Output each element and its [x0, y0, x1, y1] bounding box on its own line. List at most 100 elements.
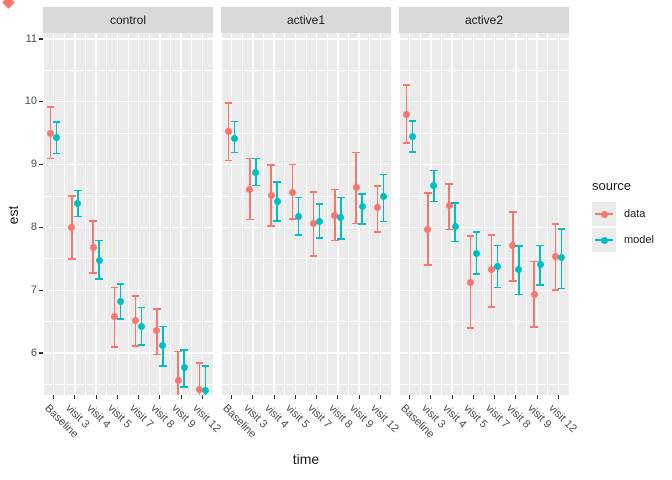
data-point [536, 261, 544, 269]
x-axis-title: time [292, 451, 320, 467]
x-tick-mark [316, 395, 318, 399]
error-bar-cap-bottom [515, 293, 523, 296]
x-tick-mark [180, 395, 182, 399]
data-point [89, 243, 97, 251]
gridline-x-major [201, 33, 204, 395]
gridline-x-major [116, 33, 119, 395]
error-bar-cap-bottom [466, 327, 475, 330]
error-bar-cap-top [445, 182, 453, 185]
error-bar-cap-bottom [116, 318, 125, 320]
data-point [174, 376, 182, 384]
data-point [472, 249, 480, 257]
error-bar-cap-bottom [230, 151, 239, 154]
error-bar-cap-bottom [536, 284, 544, 286]
error-bar-cap-top [536, 244, 544, 247]
error-bar-line [204, 365, 207, 395]
y-tick-label: 8 [30, 220, 37, 233]
error-bar-cap-bottom [509, 280, 517, 282]
data-point [403, 110, 411, 118]
error-bar-cap-bottom [68, 258, 76, 260]
gridline-x-minor [419, 33, 421, 395]
gridline-x-minor [241, 33, 243, 395]
data-point [294, 212, 302, 220]
data-point [68, 224, 76, 232]
data-point [195, 385, 203, 393]
data-point [316, 217, 324, 225]
gridline-x-major [273, 33, 275, 395]
data-point [488, 266, 496, 274]
gridline-x-major [408, 33, 411, 395]
y-tick-label: 9 [30, 158, 37, 171]
error-bar-cap-bottom [224, 159, 233, 162]
y-tick-mark [39, 164, 43, 166]
data-point [95, 256, 103, 264]
error-bar-cap-bottom [294, 234, 303, 237]
gridline-x-major [472, 33, 475, 395]
gridline-x-major [52, 33, 55, 395]
gridline-x-minor [369, 33, 371, 395]
error-bar-cap-bottom [445, 228, 453, 231]
data-point [252, 168, 260, 176]
y-tick-label: 10 [24, 95, 37, 108]
data-point [445, 202, 453, 210]
gridline-x-minor [504, 33, 506, 395]
error-bar-cap-bottom [315, 236, 324, 239]
error-bar-cap-top [337, 196, 345, 199]
data-point [138, 323, 146, 331]
error-bar-cap-bottom [95, 278, 103, 281]
x-tick-mark [74, 395, 76, 399]
data-point [288, 189, 296, 197]
corner-artifact [2, 0, 15, 9]
error-bar-cap-bottom [52, 152, 61, 155]
gridline-x-minor [305, 33, 307, 395]
data-point [430, 181, 438, 189]
data-point [451, 222, 459, 230]
legend-entry-label: data [624, 208, 646, 220]
x-tick-mark [515, 395, 517, 399]
error-bar-cap-top [451, 202, 459, 205]
error-bar-cap-top [273, 181, 281, 183]
x-tick-mark [494, 395, 496, 399]
gridline-x-minor [170, 33, 171, 395]
error-bar-cap-bottom [252, 184, 260, 187]
error-bar-cap-top [201, 365, 210, 367]
error-bar-line [198, 362, 201, 395]
gridline-x-minor [547, 33, 549, 395]
y-tick-mark [39, 226, 43, 228]
data-point [273, 197, 281, 205]
gridline-x-major [137, 33, 140, 395]
gridline-x-minor [85, 33, 86, 395]
data-point [352, 184, 360, 192]
data-point [515, 265, 523, 273]
gridline-x-minor [106, 33, 108, 395]
gridline-x-minor [284, 33, 286, 395]
error-bar-cap-top [530, 260, 538, 263]
error-bar-cap-top [195, 361, 204, 364]
legend-key [592, 228, 616, 252]
error-bar-cap-top [557, 228, 566, 230]
gridline-x-major [557, 33, 560, 395]
error-bar-cap-top [46, 106, 55, 108]
data-point [530, 290, 538, 298]
facet-strip: active2 [399, 7, 569, 33]
data-point [557, 254, 565, 262]
data-point [116, 298, 124, 306]
gridline-x-minor [462, 33, 464, 395]
error-bar-cap-bottom [273, 220, 281, 222]
error-bar-cap-top [424, 192, 432, 194]
error-bar-cap-bottom [424, 263, 432, 266]
error-bar-cap-bottom [180, 386, 188, 389]
x-tick-mark [557, 395, 559, 399]
data-point [153, 327, 161, 335]
error-bar-cap-top [408, 120, 417, 122]
data-point [358, 202, 366, 210]
data-point [74, 199, 82, 207]
facet-panel [43, 33, 213, 395]
error-bar-cap-bottom [131, 345, 140, 347]
legend-entry: data [588, 202, 670, 226]
x-tick-mark [95, 395, 97, 399]
y-tick-mark [39, 101, 43, 103]
error-bar-line [454, 203, 456, 242]
y-tick-mark [39, 289, 43, 291]
y-tick-label: 7 [30, 283, 37, 296]
